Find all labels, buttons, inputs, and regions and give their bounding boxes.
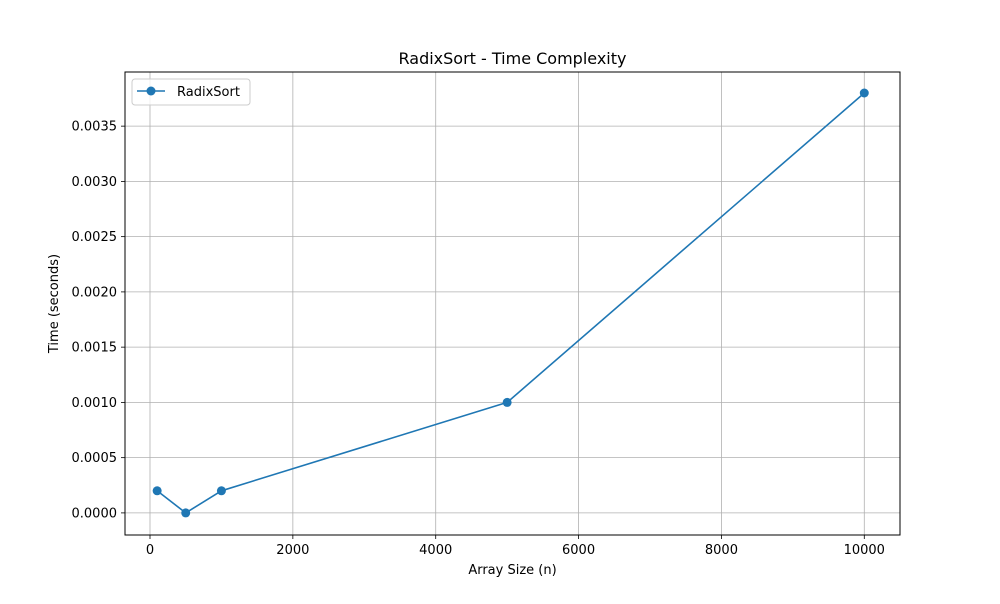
series-layer xyxy=(152,88,869,518)
legend-box xyxy=(131,78,251,106)
data-point xyxy=(152,486,162,496)
x-axis-label: Array Size (n) xyxy=(468,563,556,578)
y-tick-label: 0.0025 xyxy=(72,230,118,245)
x-axis-ticks: 0 2000 4000 6000 8000 10000 xyxy=(146,535,885,558)
y-tick-label: 0.0030 xyxy=(72,175,118,190)
x-tick-label: 4000 xyxy=(419,543,452,558)
chart-title: RadixSort - Time Complexity xyxy=(399,49,627,68)
data-point xyxy=(181,508,191,518)
y-tick-label: 0.0020 xyxy=(72,285,118,300)
x-tick-label: 6000 xyxy=(562,543,595,558)
plot-frame xyxy=(124,71,901,536)
y-tick-label: 0.0010 xyxy=(72,396,118,411)
y-axis-label: Time (seconds) xyxy=(47,254,62,354)
y-tick-label: 0.0035 xyxy=(72,120,118,135)
legend-marker-sample xyxy=(146,86,156,96)
x-tick-label: 2000 xyxy=(276,543,309,558)
y-tick-label: 0.0005 xyxy=(72,451,118,466)
y-tick-label: 0.0000 xyxy=(72,506,118,521)
x-tick-label: 0 xyxy=(146,543,154,558)
y-tick-label: 0.0015 xyxy=(72,341,118,356)
legend-label: RadixSort xyxy=(177,85,240,100)
y-axis-ticks: 0.0000 0.0005 0.0010 0.0015 0.0020 0.0025 0.00… xyxy=(72,120,125,521)
grid-lines xyxy=(125,72,900,535)
data-point xyxy=(859,88,869,98)
x-tick-label: 8000 xyxy=(705,543,738,558)
data-point xyxy=(502,397,512,407)
data-point xyxy=(216,486,226,496)
x-tick-label: 10000 xyxy=(844,543,885,558)
legend: RadixSort xyxy=(131,78,251,106)
